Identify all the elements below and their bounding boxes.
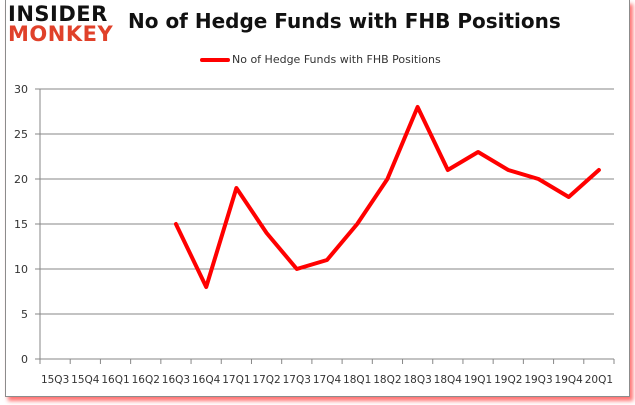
y-axis-labels: 0 5 10 15 20 25 30 <box>14 83 28 366</box>
y-tick-label: 25 <box>14 128 28 141</box>
x-tick-label: 16Q2 <box>132 374 160 386</box>
logo-line-2: MONKEY <box>8 22 114 46</box>
y-tick-label: 15 <box>14 218 28 231</box>
logo-line-1: INSIDER <box>8 2 108 26</box>
chart-title: No of Hedge Funds with FHB Positions <box>128 9 561 33</box>
y-tick-label: 10 <box>14 263 28 276</box>
x-tick-label: 19Q2 <box>494 374 522 386</box>
y-tick-label: 5 <box>21 308 28 321</box>
x-tick-label: 19Q3 <box>524 374 552 386</box>
x-tick-label: 17Q4 <box>313 374 342 386</box>
x-tick-label: 17Q3 <box>283 374 311 386</box>
x-tick-label: 18Q2 <box>373 374 401 386</box>
series-line <box>173 105 601 289</box>
axes <box>39 89 615 364</box>
x-tick-label: 15Q4 <box>71 374 100 386</box>
x-axis-labels: 15Q3 15Q4 16Q1 16Q2 16Q3 16Q4 17Q1 17Q2 17Q3 17Q4… <box>41 374 613 386</box>
x-tick-label: 17Q2 <box>252 374 280 386</box>
gridlines <box>35 88 614 360</box>
y-tick-label: 30 <box>14 83 28 96</box>
chart-frame <box>5 0 630 397</box>
legend-label: No of Hedge Funds with FHB Positions <box>232 53 441 66</box>
y-tick-label: 0 <box>21 353 28 366</box>
y-tick-label: 20 <box>14 173 28 186</box>
x-tick-label: 18Q1 <box>343 374 371 386</box>
x-tick-label: 17Q1 <box>222 374 250 386</box>
legend-line-swatch-icon <box>200 57 230 62</box>
x-tick-label: 16Q1 <box>101 374 129 386</box>
x-tick-label: 15Q3 <box>41 374 69 386</box>
x-tick-label: 18Q3 <box>403 374 431 386</box>
x-tick-label: 20Q1 <box>585 374 613 386</box>
x-tick-label: 16Q3 <box>162 374 190 386</box>
chart-legend: No of Hedge Funds with FHB Positions <box>200 53 441 66</box>
insider-monkey-logo: INSIDER MONKEY <box>8 4 113 45</box>
x-tick-label: 19Q1 <box>464 374 492 386</box>
x-tick-label: 18Q4 <box>434 374 463 386</box>
x-tick-label: 16Q4 <box>192 374 221 386</box>
x-tick-label: 19Q4 <box>555 374 584 386</box>
